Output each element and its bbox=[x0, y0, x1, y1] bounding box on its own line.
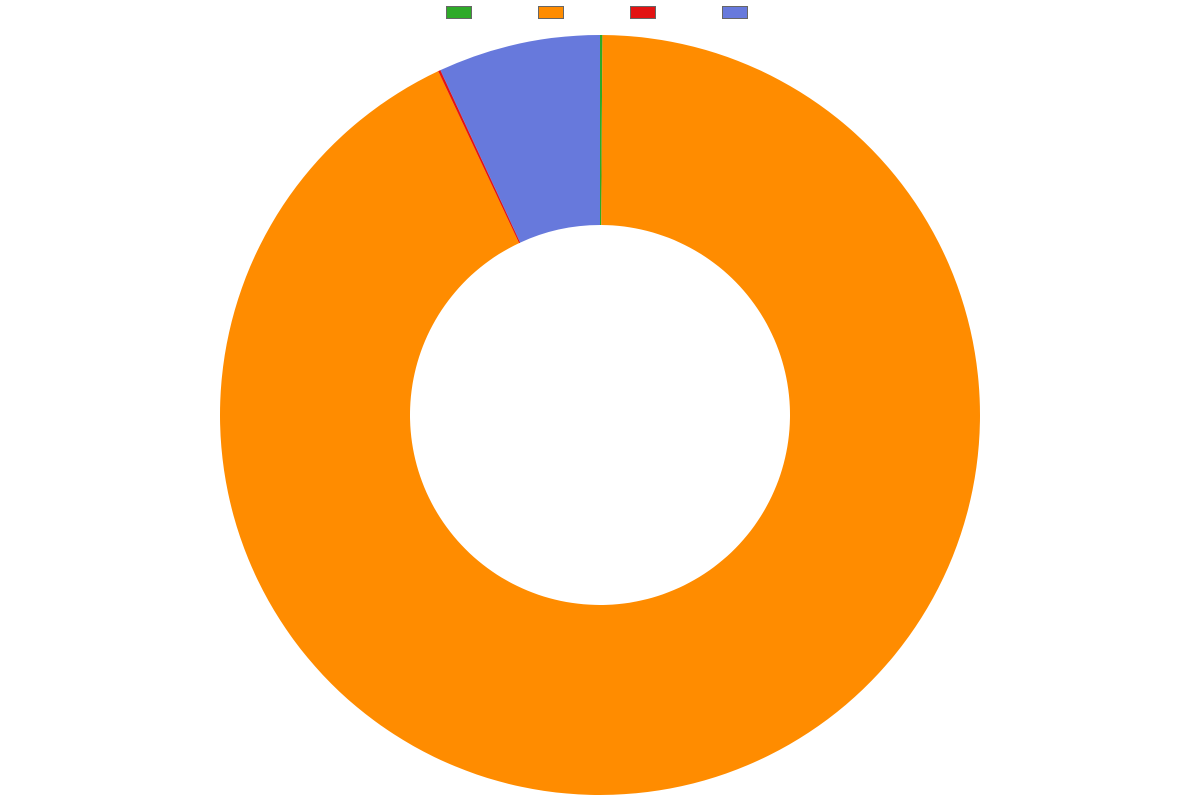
legend-swatch-3 bbox=[722, 6, 748, 19]
donut-chart bbox=[218, 33, 982, 797]
legend-swatch-2 bbox=[630, 6, 656, 19]
legend bbox=[0, 6, 1200, 19]
legend-swatch-0 bbox=[446, 6, 472, 19]
legend-item-3 bbox=[722, 6, 754, 19]
chart-container bbox=[0, 0, 1200, 800]
legend-item-2 bbox=[630, 6, 662, 19]
legend-item-1 bbox=[538, 6, 570, 19]
legend-item-0 bbox=[446, 6, 478, 19]
chart-area bbox=[0, 30, 1200, 800]
legend-swatch-1 bbox=[538, 6, 564, 19]
